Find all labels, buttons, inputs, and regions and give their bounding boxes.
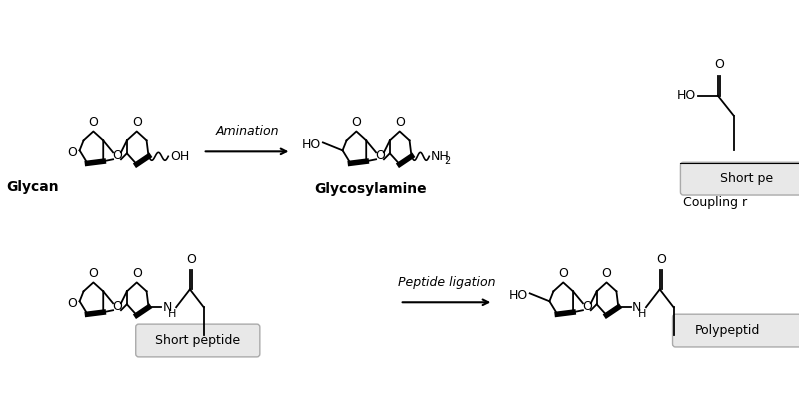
FancyBboxPatch shape xyxy=(673,314,800,347)
Text: 2: 2 xyxy=(444,156,450,166)
Text: O: O xyxy=(66,146,77,159)
Text: Amination: Amination xyxy=(215,125,278,139)
Text: N: N xyxy=(632,301,642,314)
Text: O: O xyxy=(394,117,405,129)
Text: O: O xyxy=(602,267,611,281)
Text: O: O xyxy=(582,300,592,313)
Text: NH: NH xyxy=(431,150,450,163)
Text: O: O xyxy=(89,267,98,281)
FancyBboxPatch shape xyxy=(136,324,260,357)
Text: O: O xyxy=(89,117,98,129)
Text: HO: HO xyxy=(677,89,696,102)
Text: HO: HO xyxy=(509,289,528,302)
Text: HO: HO xyxy=(302,138,321,151)
Text: O: O xyxy=(351,117,362,129)
Text: O: O xyxy=(132,267,142,281)
Text: O: O xyxy=(132,117,142,129)
Text: O: O xyxy=(112,300,122,313)
Text: Glycan: Glycan xyxy=(6,180,58,194)
Text: O: O xyxy=(186,253,196,265)
Text: O: O xyxy=(375,149,385,162)
Text: O: O xyxy=(558,267,568,281)
Text: Short pe: Short pe xyxy=(720,172,773,185)
Text: O: O xyxy=(656,253,666,265)
Text: Peptide ligation: Peptide ligation xyxy=(398,276,495,289)
Text: Polypeptid: Polypeptid xyxy=(695,324,761,337)
Text: H: H xyxy=(638,309,646,319)
Text: H: H xyxy=(168,309,177,319)
Text: OH: OH xyxy=(170,150,190,163)
FancyBboxPatch shape xyxy=(681,162,800,195)
Text: Glycosylamine: Glycosylamine xyxy=(314,182,426,196)
Text: O: O xyxy=(714,58,724,71)
Text: N: N xyxy=(162,301,172,314)
Text: Coupling r: Coupling r xyxy=(683,196,747,209)
Text: O: O xyxy=(112,149,122,162)
Text: O: O xyxy=(66,297,77,310)
Text: Short peptide: Short peptide xyxy=(155,334,240,347)
